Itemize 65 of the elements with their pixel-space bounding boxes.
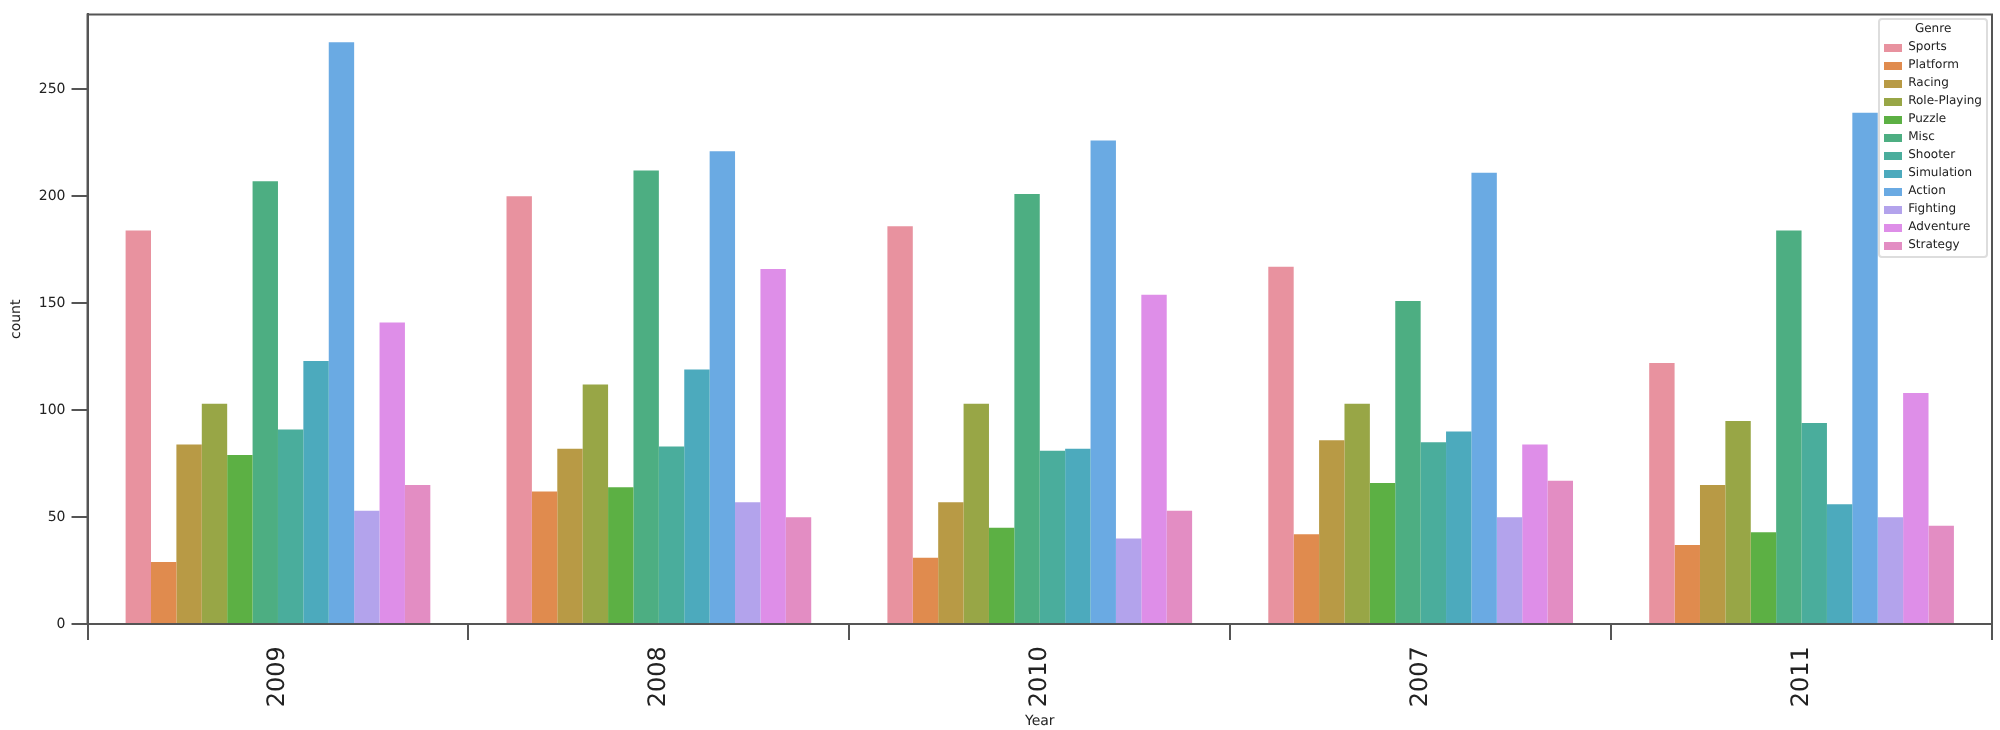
bar (1141, 294, 1167, 624)
bar (1420, 442, 1447, 624)
bar (760, 268, 786, 624)
bar (227, 455, 253, 624)
bar (252, 181, 278, 624)
bar (608, 487, 634, 624)
bar (1801, 423, 1827, 624)
bar (1369, 482, 1396, 624)
bar (1750, 532, 1777, 624)
bar (1166, 510, 1193, 624)
bar (1268, 266, 1294, 624)
bar (735, 502, 761, 624)
bar (1446, 431, 1472, 624)
bar (1395, 301, 1421, 624)
bar (1496, 517, 1523, 624)
bar (1319, 440, 1345, 624)
bar (1877, 517, 1904, 624)
bar (125, 230, 151, 624)
bar (176, 444, 202, 624)
bar (1547, 480, 1574, 624)
bar (582, 384, 609, 624)
bar (404, 485, 431, 624)
bar (1725, 420, 1751, 624)
x-tick-label: 2007 (1404, 646, 1433, 708)
x-tick-label: 2008 (643, 646, 672, 708)
bar (1039, 450, 1066, 624)
bar (1903, 393, 1929, 624)
bar (938, 502, 964, 624)
bar (988, 527, 1015, 624)
bar (912, 557, 939, 624)
bar (1776, 230, 1802, 624)
x-tick-label: 2010 (1024, 646, 1053, 708)
bar (887, 226, 913, 624)
bar (277, 429, 304, 624)
bar (1649, 363, 1675, 624)
bar (684, 369, 710, 624)
bar (531, 491, 558, 624)
bar (354, 510, 380, 624)
bar (1522, 444, 1548, 624)
bar (151, 562, 177, 624)
bar (633, 170, 659, 624)
bar (1852, 112, 1878, 624)
bar (963, 403, 989, 624)
bar (328, 42, 355, 624)
bar (1699, 485, 1726, 624)
bar (1928, 525, 1954, 624)
bar (557, 448, 583, 624)
bar (709, 151, 736, 624)
bar (1065, 448, 1091, 624)
bar (658, 446, 685, 624)
bar (506, 196, 532, 624)
bar (1471, 172, 1497, 624)
bar (1293, 534, 1320, 624)
bar (1090, 140, 1116, 624)
bar (1115, 538, 1142, 624)
bar (379, 322, 405, 624)
bar (201, 403, 228, 624)
bar (303, 360, 329, 624)
x-tick-label: 2009 (262, 646, 291, 708)
bar (1014, 194, 1040, 624)
bar (1674, 544, 1700, 624)
x-tick-label: 2011 (1785, 646, 1814, 708)
bar (785, 517, 812, 624)
bar (1344, 403, 1370, 624)
bar (1826, 504, 1853, 624)
